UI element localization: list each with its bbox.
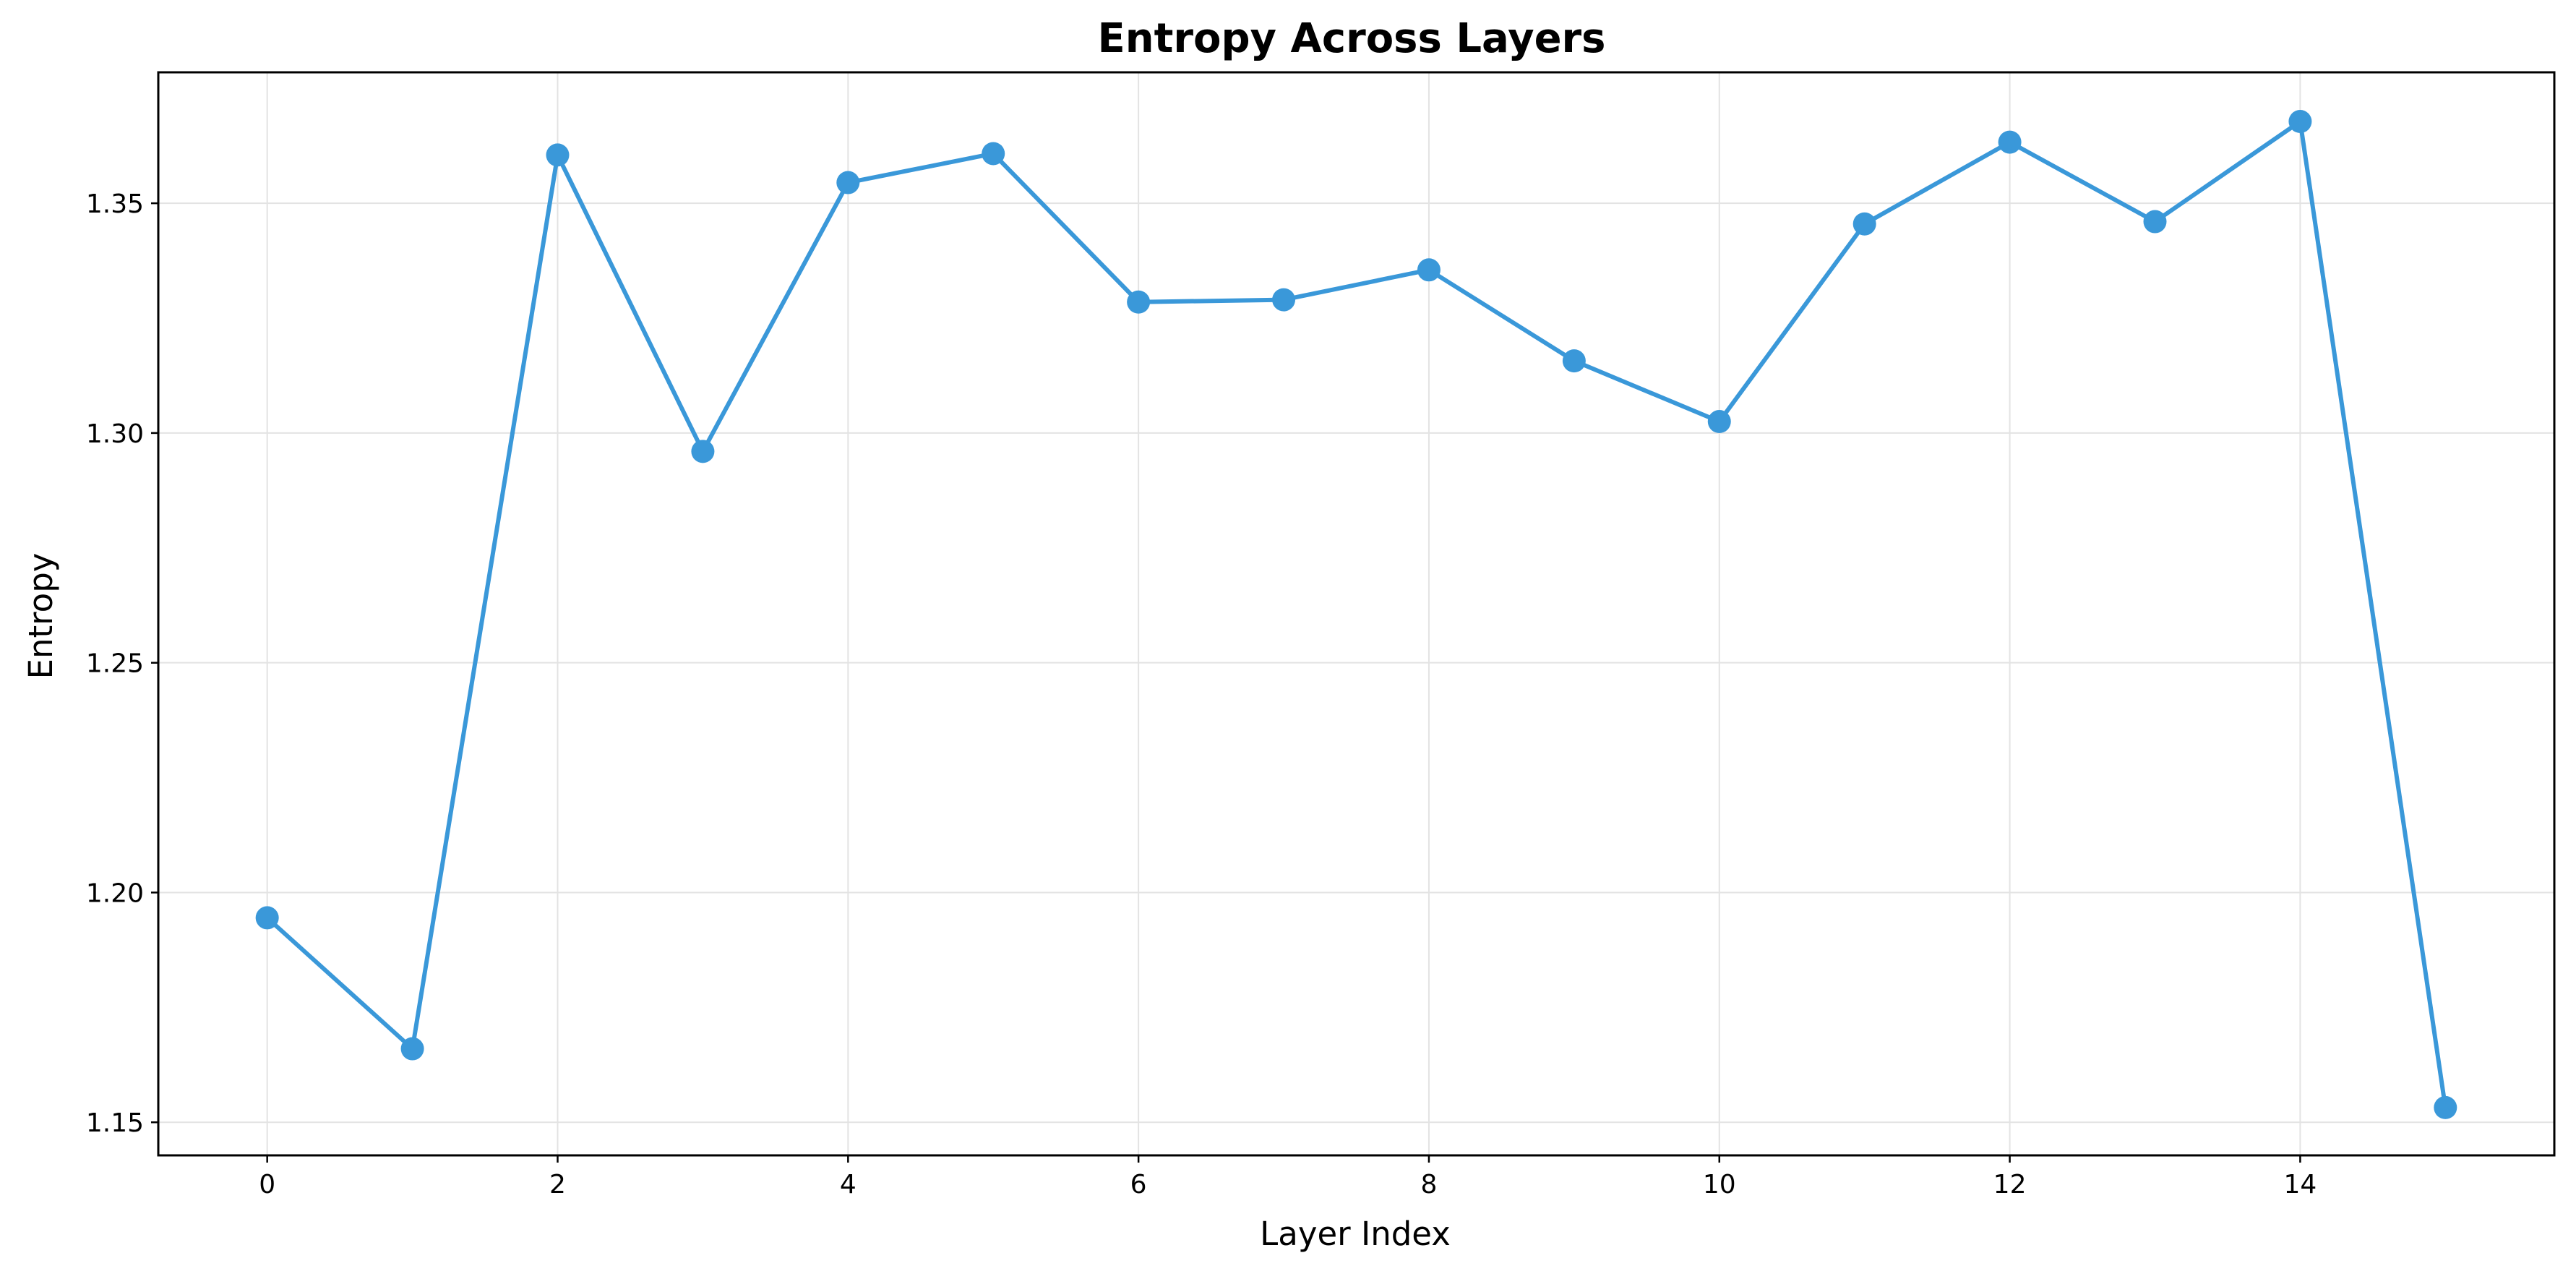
x-tick-label: 6 (1130, 1170, 1147, 1199)
grid-lines (158, 72, 2554, 1155)
data-point (2288, 110, 2312, 134)
data-point (1417, 258, 1441, 282)
y-tick-label: 1.30 (86, 419, 144, 449)
y-tick-label: 1.15 (86, 1108, 144, 1138)
data-point (1852, 212, 1876, 236)
axis-ticks: 0 2 4 6 8 10 12 14 1.15 1.20 1.25 1.30 1.35 (86, 189, 2317, 1199)
x-tick-label: 14 (2284, 1170, 2317, 1199)
data-point (691, 440, 715, 463)
series-line (265, 119, 2448, 1110)
x-tick-label: 8 (1421, 1170, 1438, 1199)
y-tick-label: 1.20 (86, 878, 144, 908)
data-point (836, 171, 860, 194)
y-axis-label: Entropy (22, 553, 60, 680)
x-tick-label: 12 (1993, 1170, 2027, 1199)
data-point (1272, 288, 1296, 312)
x-tick-label: 10 (1703, 1170, 1736, 1199)
data-point (400, 1037, 424, 1061)
data-point (1998, 130, 2022, 154)
data-point (2434, 1095, 2457, 1119)
chart-title: Entropy Across Layers (1097, 15, 1605, 62)
x-tick-label: 0 (259, 1170, 275, 1199)
plot-area-frame (157, 71, 2556, 1157)
data-point (546, 143, 570, 167)
x-axis-label: Layer Index (1260, 1215, 1451, 1253)
data-point (1562, 349, 1586, 373)
y-tick-label: 1.25 (86, 649, 144, 679)
data-point (1707, 410, 1731, 434)
data-point (2143, 210, 2167, 234)
data-point (982, 142, 1005, 166)
x-tick-label: 4 (840, 1170, 856, 1199)
x-tick-label: 2 (549, 1170, 566, 1199)
y-tick-label: 1.35 (86, 189, 144, 219)
series-group (255, 110, 2457, 1119)
data-point (255, 906, 279, 930)
data-point (1127, 290, 1151, 314)
